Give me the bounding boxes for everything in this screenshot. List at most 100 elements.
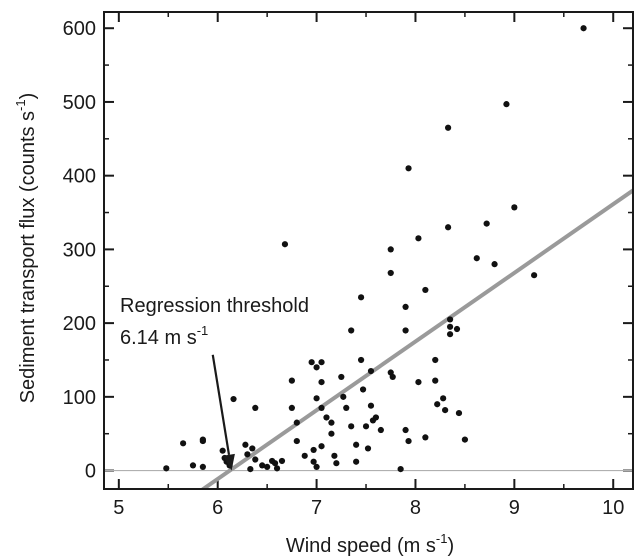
x-tick-label: 5: [113, 497, 124, 519]
data-point: [271, 460, 279, 467]
y-tick-label: 200: [63, 313, 96, 335]
data-point: [446, 331, 454, 338]
data-point: [340, 393, 347, 400]
data-point: [531, 272, 538, 279]
data-point: [199, 436, 206, 443]
data-point: [252, 456, 259, 463]
data-point: [308, 359, 315, 366]
data-point: [415, 235, 422, 242]
data-point: [444, 124, 452, 131]
data-point: [461, 436, 469, 443]
annotation-value: 6.14 m s: [120, 327, 197, 349]
data-point: [422, 434, 429, 441]
data-point: [473, 255, 480, 262]
plot-frame: [103, 11, 634, 490]
y-tick-label: 300: [63, 239, 96, 261]
data-point: [259, 462, 266, 469]
data-point: [446, 323, 454, 330]
data-point: [362, 423, 370, 430]
annotation-arrow-head: [223, 453, 235, 471]
x-tick-label: 7: [311, 497, 322, 519]
data-point: [357, 356, 365, 364]
data-point: [318, 443, 325, 450]
data-point: [367, 367, 375, 375]
data-point: [244, 451, 251, 458]
data-point: [377, 426, 384, 434]
data-point: [313, 364, 320, 371]
data-point: [249, 445, 256, 452]
y-axis-label-superscript: -1: [13, 99, 28, 111]
data-point: [199, 463, 206, 470]
data-point: [230, 395, 237, 403]
annotation-line-2: 6.14 m s-1: [120, 323, 208, 349]
data-point: [348, 423, 355, 430]
data-points: [163, 25, 587, 473]
y-tick-label: 500: [63, 92, 96, 114]
data-point: [483, 220, 490, 227]
data-point: [313, 395, 320, 402]
y-tick-label: 100: [63, 387, 96, 409]
y-axis-label-text: Sediment transport flux (counts s: [17, 111, 39, 403]
data-point: [432, 356, 439, 364]
data-point: [402, 426, 409, 434]
data-point: [323, 414, 330, 421]
data-point: [357, 294, 365, 301]
data-point: [318, 359, 325, 366]
axis-ticks: 0 100 200 300 400 500 600 5 6 7 8 9 10: [63, 12, 633, 519]
x-axis-label: Wind speed (m s-1): [286, 531, 454, 557]
annotation-line-1: Regression threshold: [120, 295, 309, 317]
y-tick-label: 400: [63, 166, 96, 188]
data-point: [511, 204, 518, 211]
data-point: [252, 404, 259, 412]
data-point: [580, 25, 587, 32]
data-point: [264, 463, 271, 470]
y-tick-label: 0: [85, 461, 96, 483]
data-point: [242, 441, 249, 448]
data-point: [353, 458, 360, 465]
data-point: [353, 441, 360, 448]
x-axis-label-text: Wind speed (m s: [286, 535, 436, 557]
data-point: [491, 261, 498, 268]
data-point: [247, 465, 254, 473]
data-point: [503, 101, 510, 108]
data-point: [389, 373, 396, 381]
x-tick-label: 6: [212, 497, 223, 519]
y-axis-label-end: ): [17, 93, 39, 100]
data-point: [301, 452, 308, 459]
annotation-unit-superscript: -1: [197, 323, 209, 338]
data-point: [367, 402, 375, 409]
data-point: [402, 327, 409, 334]
data-point: [444, 224, 452, 231]
data-point: [387, 269, 394, 277]
data-point: [434, 401, 441, 408]
data-point: [328, 419, 335, 426]
data-point: [372, 414, 380, 421]
data-point: [293, 419, 300, 426]
data-point: [313, 463, 320, 470]
data-point: [318, 404, 325, 412]
data-point: [163, 465, 170, 472]
data-point: [288, 404, 295, 412]
data-point: [331, 452, 338, 459]
data-point: [180, 440, 187, 447]
data-point: [432, 377, 439, 384]
x-axis-label-superscript: -1: [436, 531, 448, 546]
annotation-arrow: [211, 354, 231, 455]
data-point: [338, 373, 345, 381]
data-point: [348, 327, 355, 334]
data-point: [288, 377, 295, 384]
data-point: [453, 325, 461, 333]
data-point: [273, 465, 281, 472]
data-point: [281, 241, 289, 248]
y-axis-label: Sediment transport flux (counts s-1): [13, 93, 39, 404]
data-point: [343, 404, 350, 412]
data-point: [293, 437, 300, 445]
x-tick-label: 10: [602, 497, 624, 519]
data-point: [333, 460, 340, 467]
x-axis-label-end: ): [447, 535, 454, 557]
data-point: [402, 303, 409, 310]
data-point: [310, 446, 317, 454]
data-point: [189, 462, 197, 469]
data-point: [387, 246, 394, 253]
